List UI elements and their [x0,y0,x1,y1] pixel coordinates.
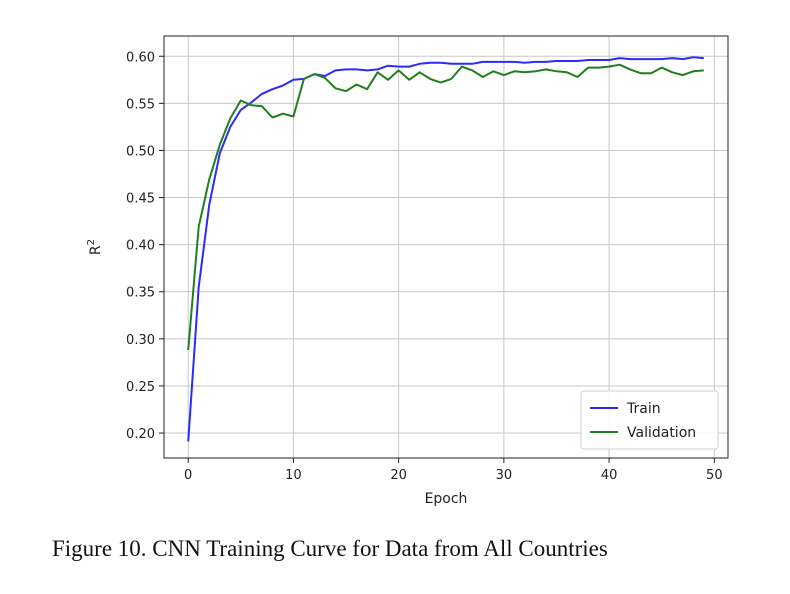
series-line-train [187,56,704,442]
legend-label-validation: Validation [627,425,696,441]
y-tick-label: 0.40 [126,239,155,254]
series-line-validation [187,63,704,351]
y-tick-label: 0.50 [126,144,155,159]
axis-ticks: 0 10 20 30 40 50 0.20 0.25 0.30 0.35 0.40 0.45 0.50 0… [126,50,723,483]
legend: Train Validation [580,390,719,450]
x-tick-label: 50 [706,468,723,483]
series-lines [187,56,704,442]
legend-label-train: Train [626,401,661,417]
y-axis-label: R2 [86,239,104,255]
x-tick-label: 0 [184,468,192,483]
legend-box [580,390,719,450]
plot-frame [163,35,729,459]
x-axis-label: Epoch [425,491,468,507]
y-axis-label-base: R [88,245,104,255]
x-tick-label: 20 [390,468,407,483]
y-axis-label-superscript: 2 [86,239,97,245]
figure-caption: Figure 10. CNN Training Curve for Data f… [52,536,608,561]
grid-lines [164,36,728,458]
x-tick-label: 30 [496,468,513,483]
y-tick-label: 0.60 [126,50,155,65]
x-tick-label: 10 [285,468,302,483]
y-tick-label: 0.35 [126,286,155,301]
y-tick-label: 0.45 [126,192,155,207]
y-tick-label: 0.20 [126,427,155,442]
y-tick-label: 0.25 [126,380,155,395]
x-tick-label: 40 [601,468,618,483]
training-curve-chart: 0 10 20 30 40 50 0.20 0.25 0.30 0.35 0.40 0.45 0.50 0… [86,35,729,507]
y-tick-label: 0.55 [126,97,155,112]
y-tick-label: 0.30 [126,333,155,348]
